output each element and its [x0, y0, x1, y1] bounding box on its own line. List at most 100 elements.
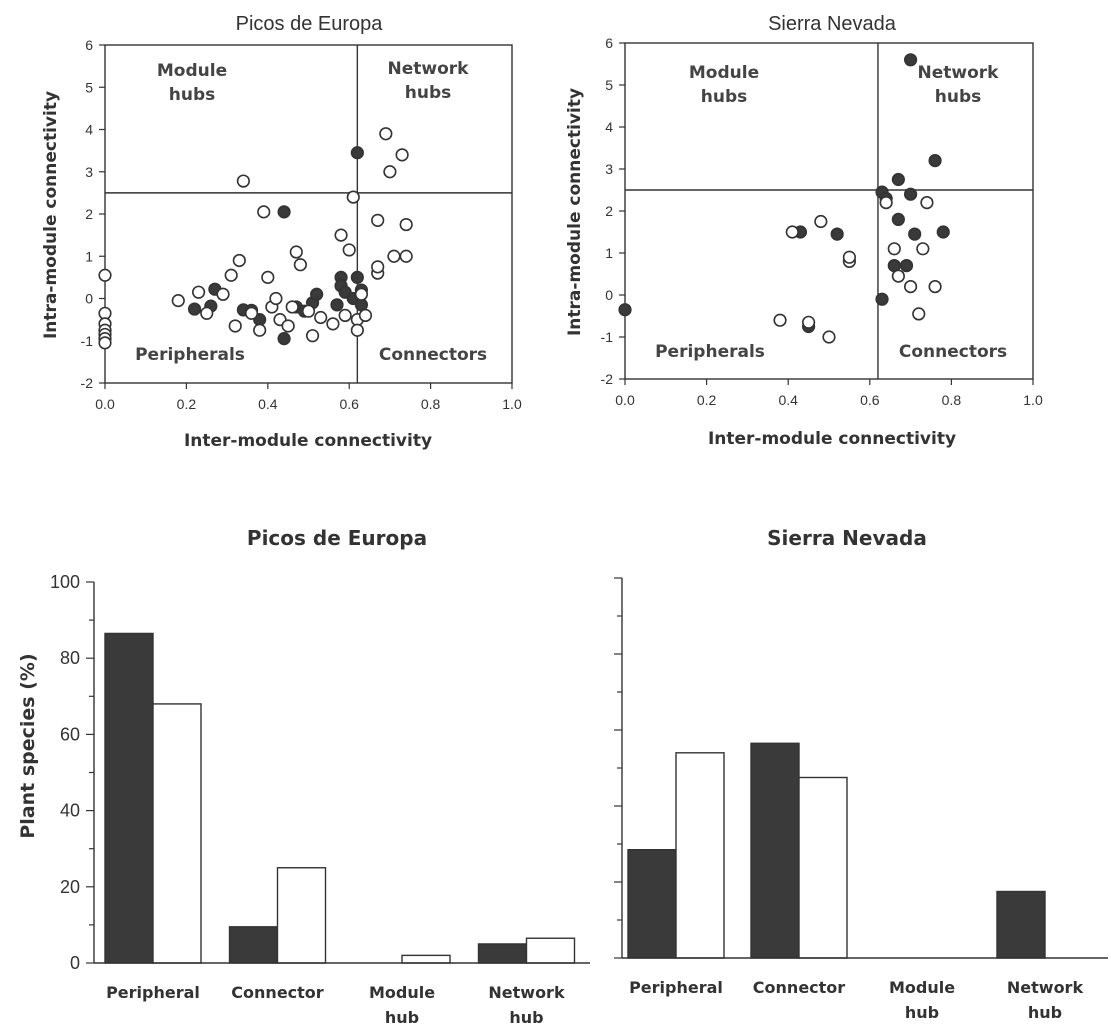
bar-picos-category-label: Module hub — [369, 983, 435, 1027]
bar-sierra-bar-open — [675, 752, 725, 959]
scatter-picos-ytick-label: 3 — [85, 164, 93, 180]
scatter-picos-point-open — [269, 291, 283, 306]
scatter-picos-point-open — [334, 228, 348, 242]
scatter-sierra-ylabel: Intra-module connectivity — [565, 88, 585, 336]
scatter-picos-point-filled — [350, 270, 364, 284]
bar-picos-bar-open — [276, 867, 327, 964]
scatter-picos-point-open — [293, 258, 307, 272]
bar-picos-bar-filled — [104, 632, 154, 964]
scatter-picos-title: Picos de Europa — [236, 13, 384, 35]
scatter-picos: Picos de Europa Inter-module connectivit… — [41, 13, 522, 451]
label-line: hubs — [701, 87, 748, 107]
label-line: Module — [157, 61, 227, 81]
scatter-picos-point-open — [305, 329, 320, 343]
scatter-sierra-xtick-label: 0.2 — [697, 392, 717, 408]
bar-picos-ylabel: Plant species (%) — [17, 653, 39, 838]
bar-picos-category-label: Connector — [231, 983, 323, 1002]
scatter-sierra-point-filled — [903, 187, 918, 201]
scatter-picos-point-open — [387, 249, 401, 263]
scatter-picos-ytick-label: 4 — [85, 122, 93, 138]
label-line: Peripheral — [629, 978, 723, 997]
scatter-picos-point-open — [216, 287, 230, 301]
scatter-sierra-point-filled — [899, 259, 914, 273]
label-line: Network — [488, 983, 565, 1002]
label-line: Module — [369, 983, 435, 1002]
scatter-sierra-point-filled — [830, 227, 844, 241]
scatter-picos-point-open — [342, 243, 356, 257]
scatter-sierra-point-open — [879, 196, 893, 210]
scatter-sierra-point-open — [773, 313, 787, 327]
scatter-sierra-ytick-label: -2 — [601, 371, 614, 387]
label-line: Module — [889, 978, 955, 997]
scatter-sierra-ytick-label: 0 — [605, 287, 613, 303]
bar-picos-ytick-label: 80 — [60, 648, 80, 668]
scatter-sierra-point-open — [928, 280, 942, 294]
scatter-picos-quad-module-hubs: Module hubs — [157, 61, 227, 105]
scatter-picos-point-open — [350, 323, 364, 337]
scatter-sierra-point-filled — [875, 292, 889, 306]
label-line: Connector — [231, 983, 323, 1002]
scatter-picos-point-open — [383, 165, 397, 179]
scatter-picos-ytick-label: -1 — [81, 333, 94, 349]
label-line: hub — [509, 1008, 543, 1027]
scatter-picos-ytick-label: 5 — [85, 79, 93, 95]
scatter-picos-point-open — [379, 127, 393, 141]
scatter-picos-xtick-label: 0.4 — [258, 396, 278, 412]
label-line: Network — [1007, 978, 1084, 997]
bar-sierra-category-label: Module hub — [889, 978, 955, 1022]
scatter-sierra-quad-network-hubs: Network hubs — [918, 63, 1000, 107]
bar-picos-bar-filled — [228, 926, 279, 964]
scatter-picos-ylabel: Intra-module connectivity — [41, 91, 61, 339]
scatter-sierra-ytick-label: 2 — [605, 203, 613, 219]
scatter-sierra-point-open — [814, 214, 828, 229]
scatter-sierra-quad-connectors: Connectors — [899, 342, 1007, 362]
bar-picos-ytick-label: 60 — [60, 724, 80, 744]
label-line: hubs — [935, 87, 982, 107]
scatter-picos-point-open — [371, 213, 385, 227]
label-line: hubs — [169, 85, 216, 105]
scatter-sierra-point-filled — [618, 303, 632, 317]
bar-sierra-title: Sierra Nevada — [767, 526, 927, 550]
bar-picos-ytick-label: 0 — [70, 953, 80, 973]
scatter-picos-point-open — [285, 300, 299, 314]
bar-picos-ytick-label: 20 — [60, 877, 80, 897]
bar-picos: Picos de Europa Plant species (%) 0 20 40 6… — [17, 526, 590, 1027]
scatter-picos-point-open — [200, 306, 214, 320]
scatter-picos-point-open — [395, 148, 409, 162]
label-line: hub — [905, 1003, 939, 1022]
label-line: hub — [385, 1008, 419, 1027]
scatter-picos-point-open — [314, 310, 328, 325]
scatter-picos-point-open — [326, 317, 340, 331]
scatter-sierra-point-open — [801, 315, 816, 329]
scatter-sierra-xtick-label: 0.4 — [778, 392, 798, 408]
scatter-sierra-point-open — [920, 196, 934, 210]
bar-sierra-bar-filled — [996, 890, 1046, 959]
scatter-picos-quad-peripherals: Peripherals — [135, 345, 245, 365]
scatter-picos-ytick-label: 1 — [85, 248, 93, 264]
scatter-picos-ytick-label: -2 — [81, 375, 94, 391]
label-line: hub — [1028, 1003, 1062, 1022]
bar-picos-bar-open — [152, 703, 202, 964]
scatter-picos-point-filled — [310, 287, 324, 301]
scatter-picos-point-open — [232, 253, 246, 268]
scatter-picos-point-open — [236, 174, 250, 188]
scatter-picos-point-open — [261, 270, 275, 284]
scatter-picos-ytick-label: 6 — [85, 37, 93, 53]
scatter-sierra-xtick-label: 1.0 — [1023, 392, 1043, 408]
bar-picos-ytick-label: 40 — [60, 801, 80, 821]
scatter-picos-xtick-label: 0.6 — [339, 396, 359, 412]
scatter-sierra-quad-module-hubs: Module hubs — [689, 63, 759, 107]
scatter-picos-point-open — [253, 323, 267, 337]
scatter-picos-point-filled — [277, 205, 291, 219]
scatter-picos-xtick-label: 1.0 — [502, 396, 522, 412]
scatter-sierra-point-open — [822, 330, 836, 344]
scatter-sierra-xtick-label: 0.0 — [615, 392, 635, 408]
scatter-sierra-ytick-label: 3 — [605, 161, 613, 177]
scatter-picos-point-open — [244, 306, 259, 320]
scatter-picos-point-open — [192, 285, 206, 299]
scatter-sierra-ytick-label: 5 — [605, 77, 613, 93]
scatter-sierra-xlabel: Inter-module connectivity — [708, 429, 956, 449]
scatter-sierra-point-filled — [891, 172, 905, 187]
scatter-sierra-ytick-label: 4 — [605, 119, 613, 135]
